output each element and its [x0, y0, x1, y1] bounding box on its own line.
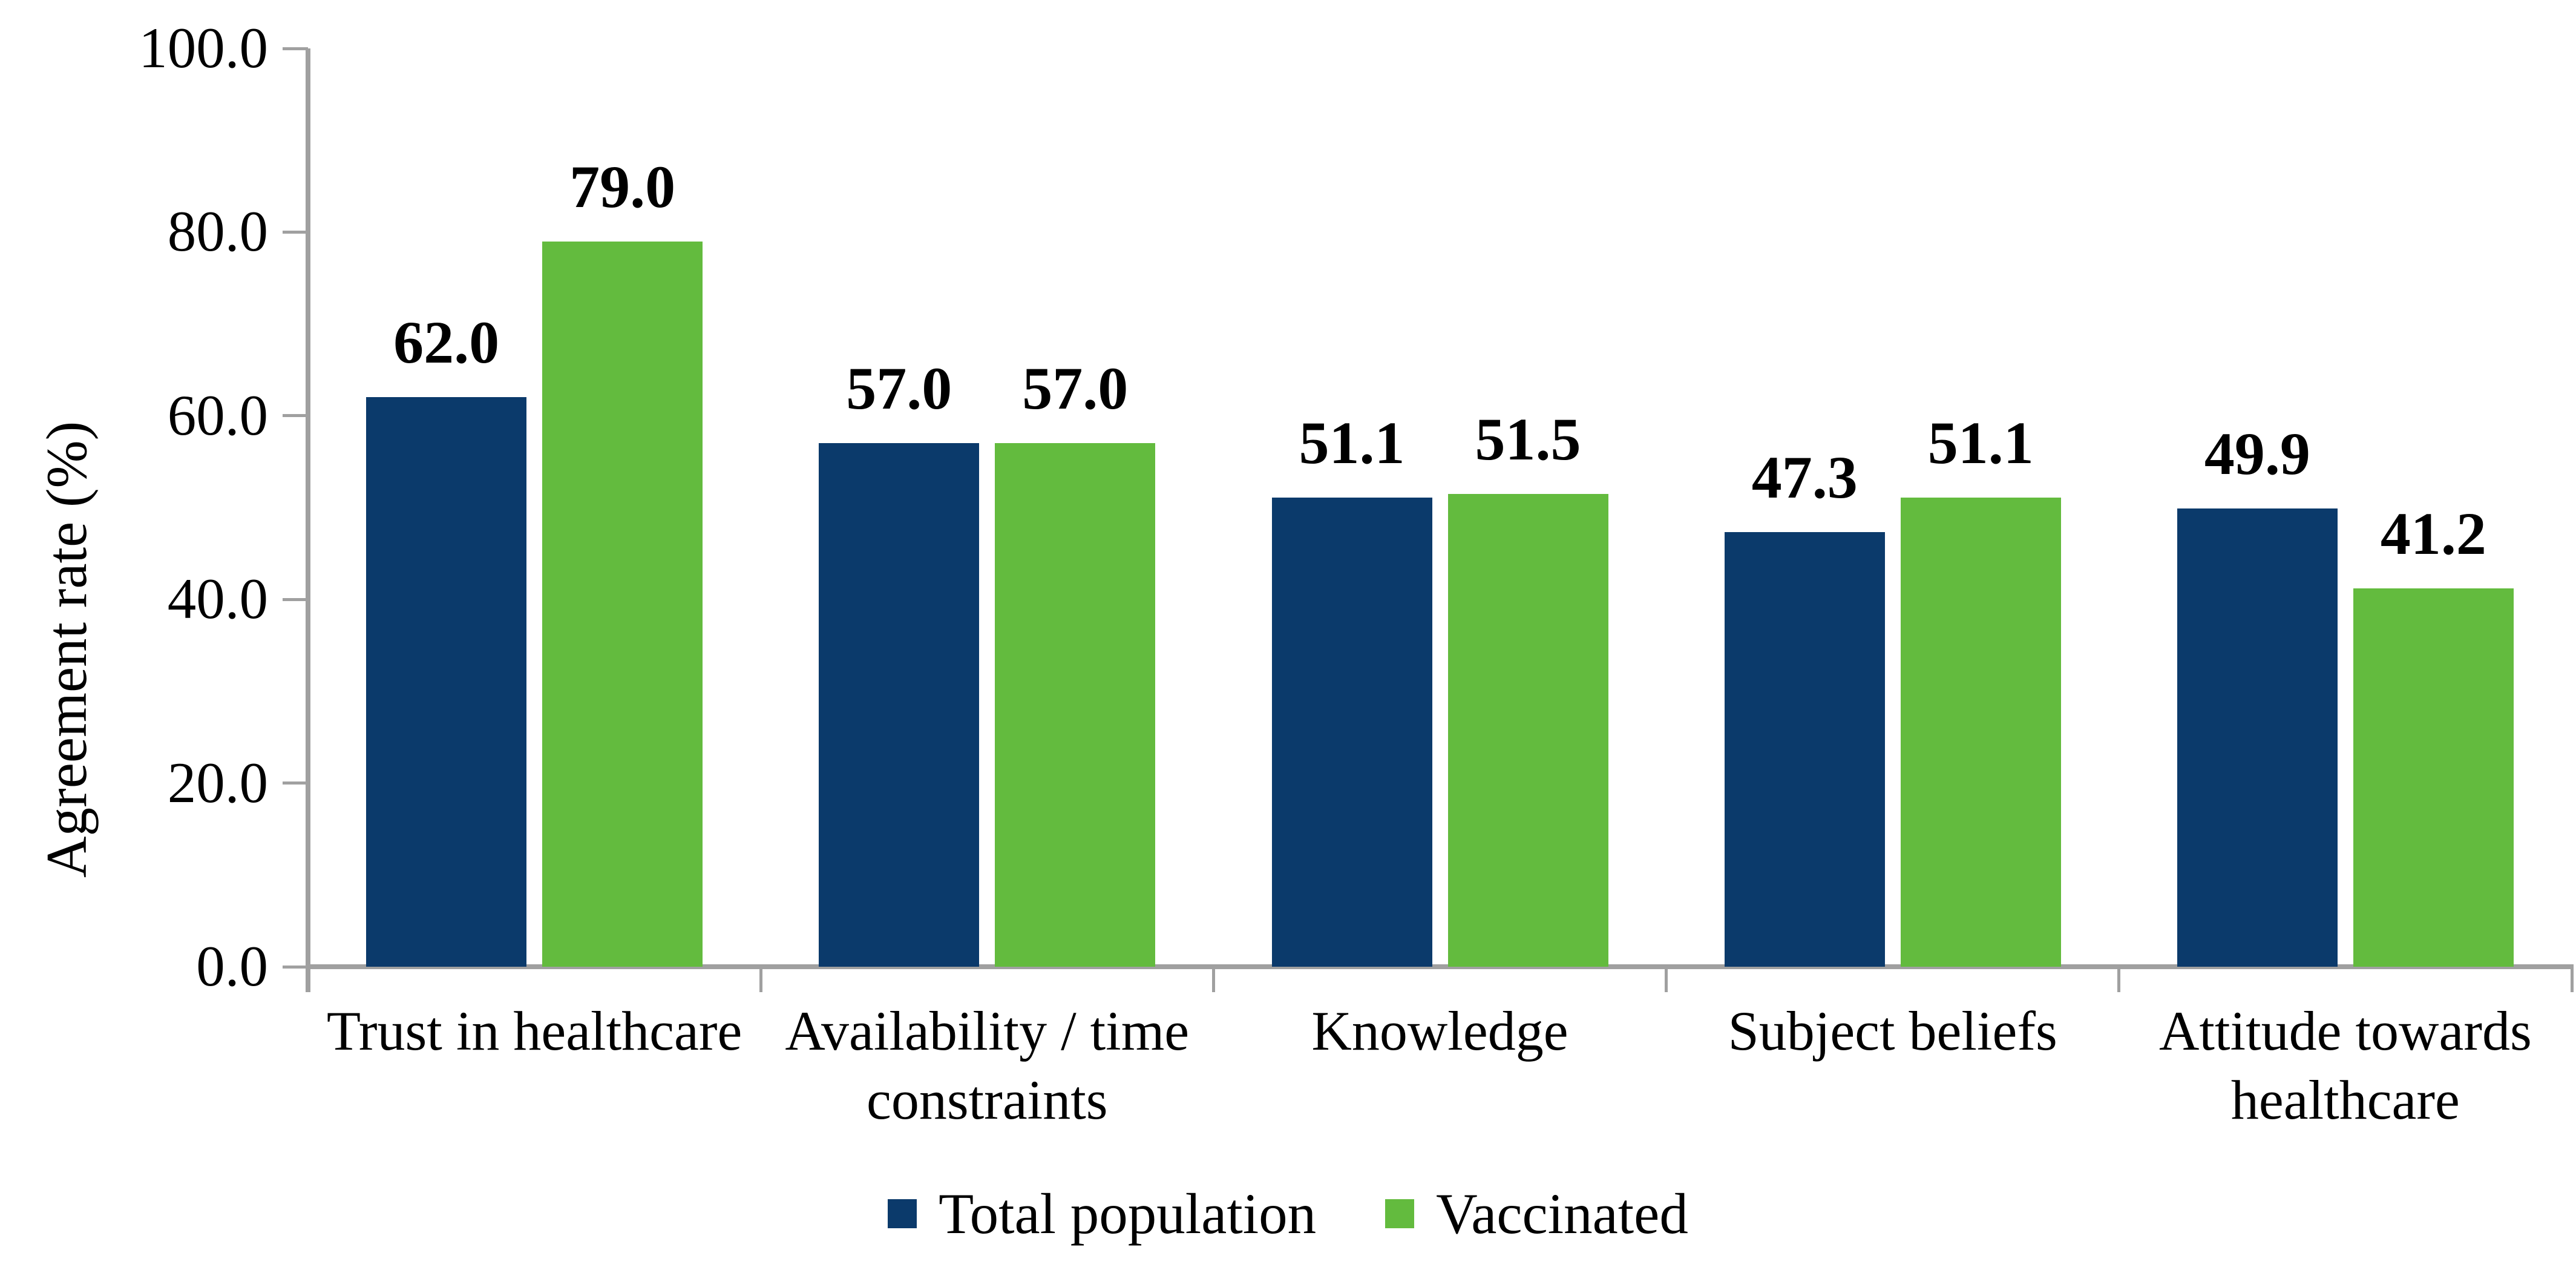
- value-label-vaccinated-availability-time-constraints: 57.0: [1022, 355, 1129, 423]
- value-label-vaccinated-attitude-towards-healthcare: 41.2: [2380, 499, 2486, 567]
- category-label-subject-beliefs: Subject beliefs: [1728, 1000, 2057, 1062]
- legend-label-total-population: Total population: [939, 1182, 1317, 1246]
- x-tick-1: [759, 967, 762, 992]
- total-population-bar-attitude-towards-healthcare: [2177, 508, 2338, 967]
- value-label-vaccinated-trust-in-healthcare: 79.0: [569, 153, 676, 220]
- value-label-total-population-availability-time-constraints: 57.0: [846, 355, 952, 423]
- vaccinated-bar-availability-time-constraints: [995, 443, 1156, 967]
- value-label-vaccinated-knowledge: 51.5: [1475, 405, 1581, 473]
- y-tick-label-5: 0.0: [196, 934, 268, 998]
- value-label-total-population-attitude-towards-healthcare: 49.9: [2204, 420, 2310, 488]
- y-tick-1: [283, 230, 308, 234]
- y-tick-3: [283, 597, 308, 601]
- x-tick-5: [2570, 967, 2574, 992]
- legend-swatch-vaccinated: [1385, 1199, 1415, 1228]
- total-population-bar-knowledge: [1271, 497, 1432, 967]
- y-tick-5: [283, 965, 308, 969]
- y-tick-0: [283, 47, 308, 50]
- value-label-total-population-knowledge: 51.1: [1299, 409, 1405, 476]
- category-label-attitude-towards-healthcare: Attitude towards healthcare: [2158, 1000, 2532, 1131]
- y-axis-line: [306, 48, 310, 992]
- total-population-bar-availability-time-constraints: [819, 443, 980, 967]
- y-tick-2: [283, 414, 308, 418]
- y-tick-label-2: 60.0: [167, 383, 268, 447]
- x-tick-2: [1211, 967, 1215, 992]
- total-population-bar-subject-beliefs: [1724, 532, 1885, 967]
- vaccinated-bar-trust-in-healthcare: [542, 241, 703, 967]
- legend: Total population Vaccinated: [0, 1174, 2576, 1253]
- vaccinated-bar-subject-beliefs: [1900, 497, 2061, 967]
- category-label-availability-time-constraints: Availability / time constraints: [785, 1000, 1190, 1131]
- category-label-trust-in-healthcare: Trust in healthcare: [326, 1000, 742, 1062]
- x-tick-4: [2117, 967, 2121, 992]
- value-label-vaccinated-subject-beliefs: 51.1: [1927, 409, 2034, 476]
- value-label-total-population-subject-beliefs: 47.3: [1751, 444, 1858, 512]
- y-tick-4: [283, 781, 308, 785]
- legend-entry-vaccinated: Vaccinated: [1385, 1180, 1688, 1247]
- y-axis-title: Agreement rate (%): [34, 421, 99, 878]
- y-tick-label-4: 20.0: [167, 750, 268, 815]
- x-axis-line: [306, 964, 2574, 969]
- y-tick-label-0: 100.0: [139, 16, 268, 80]
- vaccinated-bar-knowledge: [1447, 493, 1608, 967]
- legend-entry-total-population: Total population: [888, 1180, 1316, 1247]
- total-population-bar-trust-in-healthcare: [366, 397, 527, 967]
- category-label-knowledge: Knowledge: [1311, 1000, 1568, 1062]
- x-tick-3: [1665, 967, 1668, 992]
- vaccinated-bar-attitude-towards-healthcare: [2353, 588, 2514, 967]
- y-tick-label-1: 80.0: [167, 199, 268, 264]
- legend-swatch-total-population: [888, 1199, 917, 1228]
- value-label-total-population-trust-in-healthcare: 62.0: [393, 309, 500, 377]
- y-tick-label-3: 40.0: [167, 567, 268, 631]
- legend-label-vaccinated: Vaccinated: [1436, 1182, 1688, 1246]
